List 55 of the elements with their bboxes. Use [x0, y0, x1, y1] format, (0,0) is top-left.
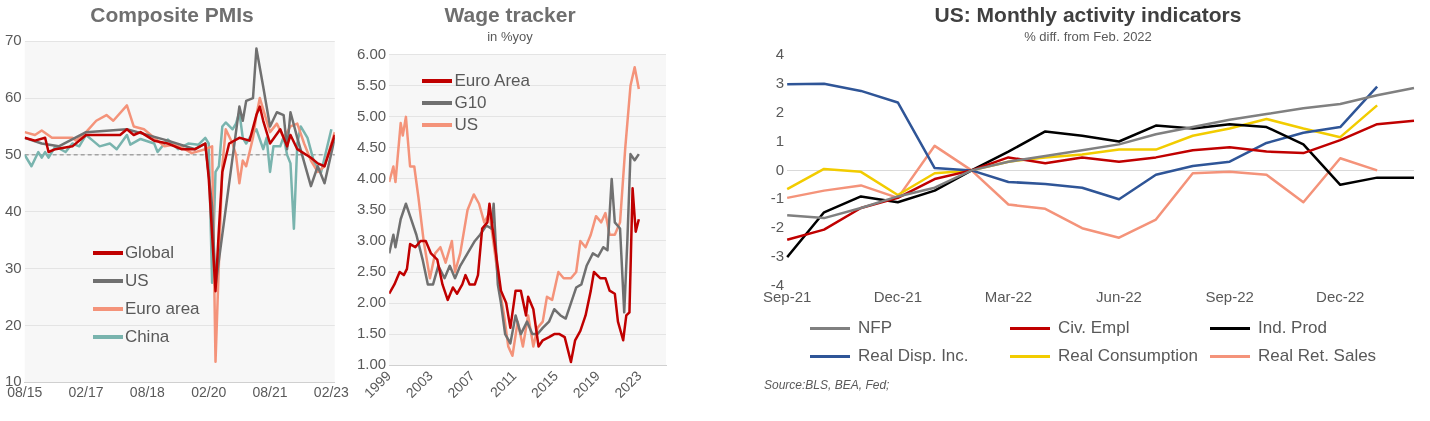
legend-label: China [124, 325, 170, 348]
y-tick-label: -1 [770, 189, 785, 207]
y-tick-label: -2 [770, 218, 785, 236]
x-tick-label: 02/17 [68, 384, 104, 401]
source-note: Source:BLS, BEA, Fed; [764, 378, 891, 392]
y-tick-label: 2 [775, 102, 785, 120]
y-tick-label: 30 [5, 258, 22, 276]
y-tick-label: 1.00 [356, 355, 387, 373]
legend-label: NFP [858, 317, 892, 339]
x-tick-label: Mar-22 [984, 288, 1033, 306]
legend-label: Euro Area [454, 70, 531, 93]
chart-title: Composite PMIs [90, 3, 254, 27]
legend-label: Real Disp. Inc. [858, 345, 969, 367]
y-tick-label: 0 [775, 160, 785, 178]
legend-label: US [124, 269, 149, 292]
chart-subtitle: % diff. from Feb. 2022 [1024, 28, 1152, 44]
y-tick-label: 3.50 [356, 200, 387, 218]
x-tick-label: 02/23 [313, 384, 350, 401]
y-tick-label: 4.50 [356, 138, 387, 156]
y-tick-label: 1.50 [356, 324, 387, 342]
x-tick-label: 08/18 [129, 384, 166, 401]
legend-label: Euro area [124, 297, 200, 320]
chart-title: US: Monthly activity indicators [934, 3, 1242, 27]
x-tick-label: Dec-21 [873, 288, 922, 306]
y-tick-label: 20 [5, 315, 22, 333]
x-tick-label: 08/21 [252, 384, 288, 401]
y-tick-label: 3 [775, 73, 785, 91]
y-tick-label: 1 [775, 131, 785, 149]
legend-label: Real Ret. Sales [1258, 345, 1377, 367]
y-tick-label: 70 [5, 31, 22, 49]
y-tick-label: 40 [5, 201, 22, 219]
legend-label: Real Consumption [1058, 345, 1198, 367]
legend-label: Global [124, 241, 175, 264]
y-tick-label: 6.00 [356, 44, 387, 62]
legend-label: US [454, 114, 479, 137]
y-tick-label: 50 [5, 145, 22, 163]
chart-title: Wage tracker [444, 3, 576, 27]
y-tick-label: 5.00 [356, 107, 387, 124]
y-tick-label: 3.00 [356, 231, 387, 249]
y-tick-label: -3 [770, 247, 785, 265]
x-tick-label: 02/20 [191, 384, 227, 401]
x-tick-label: Sep-22 [1205, 288, 1254, 306]
legend-label: Civ. Empl [1058, 317, 1130, 339]
legend-label: Ind. Prod [1258, 317, 1327, 339]
y-tick-label: 2.00 [356, 293, 387, 311]
legend-label: G10 [454, 92, 487, 115]
chart-subtitle: in %yoy [487, 28, 534, 44]
x-tick-label: Dec-22 [1316, 288, 1365, 306]
y-tick-label: 4 [775, 44, 785, 62]
x-tick-label: Sep-21 [763, 288, 812, 306]
y-tick-label: 4.00 [356, 169, 387, 187]
y-tick-label: 5.50 [356, 75, 387, 93]
x-tick-label: Jun-22 [1096, 288, 1142, 306]
y-tick-label: 60 [5, 88, 22, 106]
y-tick-label: 2.50 [356, 262, 387, 280]
